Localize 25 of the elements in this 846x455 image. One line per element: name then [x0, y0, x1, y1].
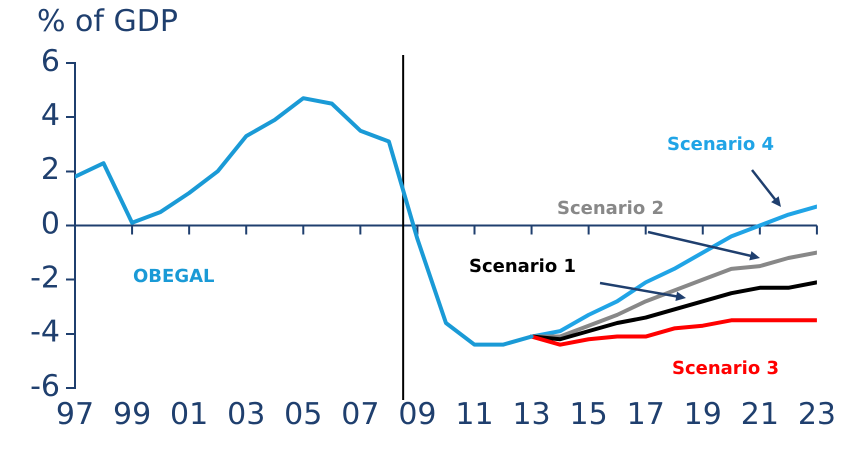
y-tick-label: -2: [30, 260, 60, 296]
y-tick-label: 2: [40, 152, 60, 188]
y-tick-label: 0: [40, 206, 60, 242]
x-tick-label: 17: [626, 396, 665, 432]
text: Scenario 2: [557, 198, 664, 219]
x-tick-label: 15: [570, 396, 608, 432]
x-tick-label: 01: [170, 396, 208, 432]
x-tick-label: 21: [740, 396, 779, 432]
x-tick-label: 23: [798, 396, 836, 432]
text: OBEGAL: [133, 266, 214, 287]
x-tick-label: 11: [455, 396, 494, 432]
x-tick-label: 99: [112, 396, 152, 432]
series-label: Scenario 3: [672, 358, 780, 379]
y-tick-label: -4: [30, 314, 60, 350]
text: Scenario 4: [667, 134, 774, 155]
x-tick-label: 09: [398, 396, 437, 432]
y-axis-title: % of GDP: [37, 4, 178, 39]
x-tick-label: 13: [512, 396, 551, 432]
y-tick-label: 4: [40, 98, 60, 133]
y-tick-label: 6: [40, 44, 60, 79]
x-tick-label: 05: [284, 396, 322, 432]
x-tick-label: 03: [227, 396, 266, 432]
x-tick-label: 19: [684, 396, 722, 432]
x-tick-label: 07: [341, 396, 380, 432]
text: Scenario 1: [469, 256, 576, 277]
